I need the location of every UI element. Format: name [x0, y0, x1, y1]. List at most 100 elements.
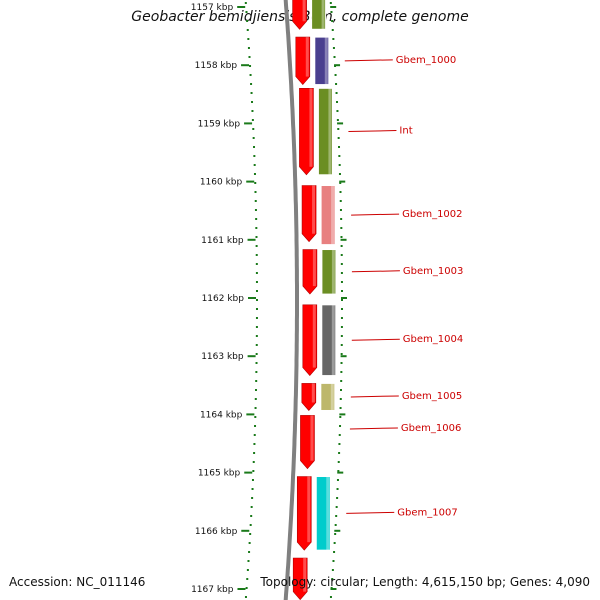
ruler-dot [247, 560, 250, 562]
outer-dot [338, 173, 341, 175]
ruler-dot [250, 506, 253, 508]
outer-dot [338, 155, 341, 157]
tick-label: 1160 kbp [200, 178, 243, 188]
ruler-dot [248, 542, 251, 544]
gene-label: Gbem_1006 [401, 423, 461, 434]
outer-dot [337, 128, 340, 130]
outer-dot [337, 137, 340, 139]
outer-dot [333, 551, 336, 553]
outer-dot [339, 191, 342, 193]
genes [292, 0, 337, 600]
ruler-dot [250, 515, 253, 517]
outer-tick [337, 471, 344, 474]
outer-dot [331, 569, 334, 571]
tick-label: 1166 kbp [195, 527, 238, 537]
ruler-dot [251, 479, 254, 481]
ruler-dot [251, 497, 254, 499]
ruler-dot [251, 110, 254, 112]
outer-dot [340, 263, 343, 265]
outer-tick [330, 588, 337, 590]
ruler-dot [255, 317, 258, 319]
outer-dot [330, 11, 333, 13]
outer-dot [334, 524, 337, 526]
gene-label: Int [399, 126, 412, 137]
outer-dot [335, 83, 338, 85]
outer-dot [329, 2, 332, 4]
outer-dot [335, 92, 338, 94]
feature-block-shade [331, 304, 335, 376]
ruler-dot [255, 362, 258, 364]
label-leader [351, 213, 400, 216]
gene-highlight [307, 476, 311, 543]
tick-label: 1162 kbp [202, 294, 245, 304]
gene-highlight [302, 0, 306, 22]
ruler: 1157 kbp 1158 kbp 1159 kbp 1160 kbp 1161 kbp… [191, 2, 347, 598]
ruler-dot [254, 191, 257, 193]
outer-dot [331, 578, 334, 580]
top-feature-block-shade [321, 0, 325, 30]
feature-block-shade [331, 185, 335, 245]
gene-label: Gbem_1003 [403, 266, 463, 277]
ruler-dot [252, 137, 255, 139]
tick-mark [247, 297, 256, 299]
outer-dot [332, 38, 335, 40]
outer-dot [340, 281, 343, 283]
ruler-dot [252, 461, 255, 463]
outer-tick [339, 413, 346, 416]
outer-dot [335, 506, 338, 508]
tick-mark [246, 180, 255, 183]
tick-label: 1165 kbp [198, 469, 241, 479]
outer-dot [334, 74, 337, 76]
outer-dot [339, 209, 342, 211]
feature-block-shade [326, 476, 330, 551]
tick-mark [241, 64, 250, 67]
tick-mark [246, 413, 255, 416]
label-leader [351, 338, 400, 341]
rings [283, 0, 299, 600]
ruler-dot [248, 551, 251, 553]
ruler-dot [249, 524, 252, 526]
ruler-dot [249, 74, 252, 76]
tick-mark [244, 471, 253, 474]
feature-block [315, 476, 331, 551]
outer-dot [340, 389, 343, 391]
ruler-dot [255, 371, 258, 373]
outer-dot [331, 29, 334, 31]
ruler-dot [246, 29, 249, 31]
outer-dot [340, 227, 343, 229]
outer-dot [333, 542, 336, 544]
feature-block [320, 185, 336, 246]
ruler-dot [253, 146, 256, 148]
outer-tick [334, 529, 341, 532]
gene-highlight [310, 415, 314, 461]
outer-dot [340, 362, 343, 364]
outer-tick [337, 122, 344, 125]
gene-label: Gbem_1004 [403, 334, 463, 345]
ruler-dot [255, 227, 258, 229]
outer-dot [329, 596, 332, 598]
gene-labels: Gbem_1000 Int Gbem_1002 Gbem_1003 Gbem_1004 G… [344, 55, 463, 518]
ruler-dot [255, 290, 258, 292]
ruler-dot [254, 407, 257, 409]
outer-dot [336, 488, 339, 490]
ruler-dot [254, 200, 257, 202]
backbone [283, 0, 299, 600]
label-leader [346, 511, 395, 514]
outer-dot [340, 308, 343, 310]
ruler-dot [246, 578, 249, 580]
label-leader [348, 130, 397, 133]
outer-dot [339, 200, 342, 202]
label-leader [344, 59, 393, 62]
tick-mark [237, 588, 246, 590]
feature-block [321, 304, 337, 377]
ruler-dot [254, 182, 257, 184]
ruler-dot [252, 470, 255, 472]
ruler-dot [255, 380, 258, 382]
gene-highlight [309, 88, 313, 167]
tick-label: 1158 kbp [195, 61, 238, 71]
ruler-dot [254, 416, 257, 418]
tick-label: 1164 kbp [200, 410, 243, 420]
ruler-dot [255, 281, 258, 283]
outer-dot [340, 380, 343, 382]
gene-label: Gbem_1007 [397, 507, 457, 518]
